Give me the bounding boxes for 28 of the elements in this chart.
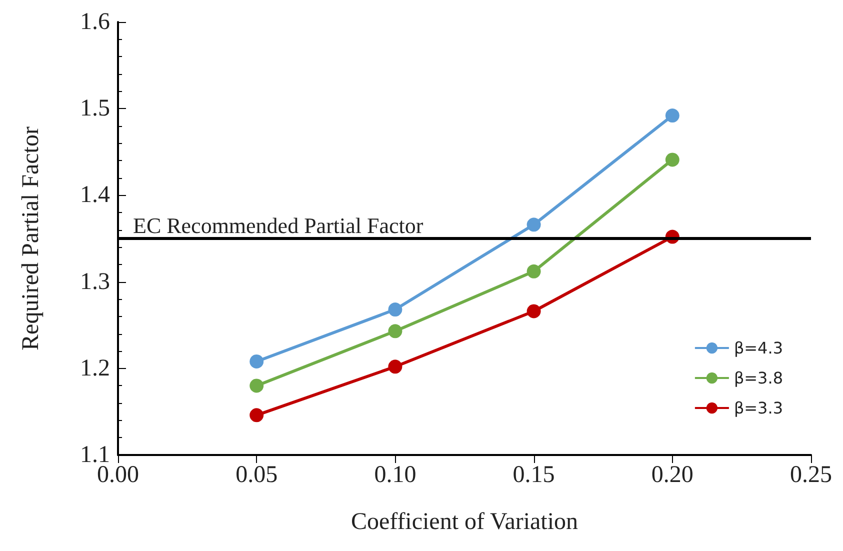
x-tick-label: 0.25 [790, 462, 832, 488]
x-tick-label: 0.00 [97, 462, 139, 488]
point [526, 304, 541, 318]
point [665, 152, 680, 167]
point [388, 302, 402, 317]
point [250, 354, 264, 368]
y-tick-label: 1.6 [80, 9, 110, 35]
y-tick-label: 1.5 [80, 96, 110, 122]
point [250, 408, 264, 422]
y-tick-label: 1.3 [80, 268, 110, 295]
x-axis-title: Coefficient of Variation [350, 509, 578, 535]
x-tick-label: 0.20 [651, 462, 694, 488]
point [526, 264, 541, 278]
y-axis-title: Required Partial Factor [18, 126, 44, 350]
legend-label: β=3.3 [734, 398, 783, 418]
point [665, 108, 680, 123]
x-tick-label: 0.15 [512, 462, 555, 488]
point [388, 324, 402, 338]
legend-label: β=4.3 [734, 338, 783, 358]
x-tick-label: 0.10 [374, 462, 416, 488]
point [526, 218, 541, 232]
point [388, 360, 402, 374]
ref-line-label: EC Recommended Partial Factor [133, 213, 424, 238]
y-tick-label: 1.4 [80, 182, 110, 208]
x-tick-label: 0.05 [236, 462, 278, 488]
legend-label: β=3.8 [734, 368, 783, 388]
y-tick-label: 1.2 [80, 355, 110, 382]
point [250, 378, 264, 393]
